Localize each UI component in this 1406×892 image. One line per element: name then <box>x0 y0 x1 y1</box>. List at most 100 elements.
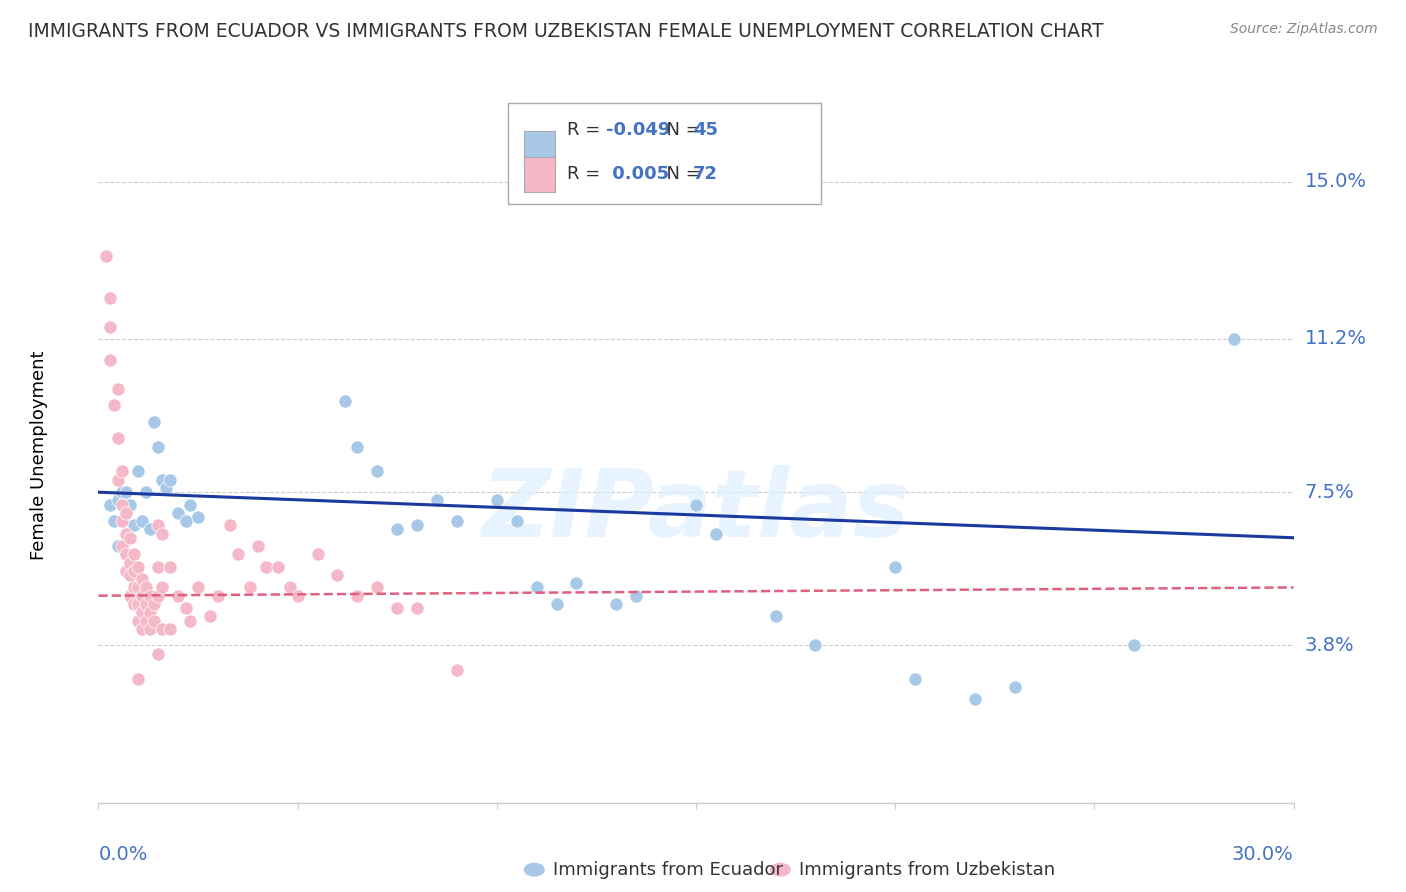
Point <box>485 493 508 508</box>
Text: R =: R = <box>567 121 606 139</box>
Point <box>139 523 162 537</box>
Point <box>98 498 122 512</box>
Point <box>139 589 162 603</box>
Text: Immigrants from Ecuador: Immigrants from Ecuador <box>553 861 783 879</box>
Point <box>120 568 142 582</box>
Point <box>96 249 118 263</box>
Point <box>135 485 157 500</box>
Point <box>187 581 209 595</box>
Point <box>143 614 166 628</box>
Point <box>120 589 142 603</box>
Point <box>239 581 262 595</box>
Point <box>115 564 138 578</box>
Text: N =: N = <box>655 121 707 139</box>
Point <box>127 597 149 611</box>
Point <box>506 514 529 528</box>
Point <box>406 518 429 533</box>
Point <box>406 601 429 615</box>
Point <box>135 581 157 595</box>
Point <box>115 506 138 520</box>
Text: Source: ZipAtlas.com: Source: ZipAtlas.com <box>1230 22 1378 37</box>
Point <box>307 547 329 561</box>
Point <box>254 559 277 574</box>
Point <box>804 639 827 653</box>
Point <box>159 622 181 636</box>
Text: 3.8%: 3.8% <box>1305 636 1354 655</box>
Point <box>111 465 134 479</box>
Point <box>127 581 149 595</box>
Point <box>131 514 153 528</box>
Point <box>107 431 129 445</box>
Point <box>150 581 173 595</box>
Point <box>98 291 122 305</box>
Point <box>120 556 142 570</box>
Point <box>120 531 142 545</box>
Point <box>426 493 449 508</box>
Point <box>103 398 125 412</box>
Text: ZIPatlas: ZIPatlas <box>482 465 910 557</box>
Point <box>385 601 409 615</box>
Point <box>107 493 129 508</box>
Point <box>120 498 142 512</box>
Point <box>150 473 173 487</box>
Point <box>124 581 146 595</box>
Point <box>267 559 290 574</box>
Point <box>287 589 309 603</box>
Point <box>246 539 269 553</box>
Point <box>179 614 201 628</box>
Point <box>884 559 907 574</box>
Point <box>526 581 548 595</box>
Point <box>107 473 129 487</box>
Point <box>115 526 138 541</box>
Text: -0.049: -0.049 <box>606 121 671 139</box>
Text: 15.0%: 15.0% <box>1305 172 1367 191</box>
Point <box>366 581 388 595</box>
Point <box>219 518 242 533</box>
Point <box>124 518 146 533</box>
Text: 7.5%: 7.5% <box>1305 483 1354 501</box>
Point <box>135 597 157 611</box>
Text: 30.0%: 30.0% <box>1232 845 1294 863</box>
Text: IMMIGRANTS FROM ECUADOR VS IMMIGRANTS FROM UZBEKISTAN FEMALE UNEMPLOYMENT CORREL: IMMIGRANTS FROM ECUADOR VS IMMIGRANTS FR… <box>28 22 1104 41</box>
Point <box>139 605 162 619</box>
Point <box>127 614 149 628</box>
Point <box>326 568 349 582</box>
Point <box>765 609 787 624</box>
Point <box>115 485 138 500</box>
Point <box>179 498 201 512</box>
Point <box>366 465 388 479</box>
Point <box>148 518 170 533</box>
Text: 11.2%: 11.2% <box>1305 329 1367 349</box>
Point <box>963 692 986 706</box>
Point <box>159 473 181 487</box>
Point <box>385 523 409 537</box>
Point <box>115 547 138 561</box>
Point <box>124 564 146 578</box>
Point <box>346 440 368 454</box>
Point <box>148 647 170 661</box>
Point <box>131 572 153 586</box>
Point <box>565 576 588 591</box>
Point <box>174 601 197 615</box>
Point <box>167 506 190 520</box>
Point <box>131 622 153 636</box>
Point <box>103 514 125 528</box>
Point <box>127 559 149 574</box>
Point <box>150 622 173 636</box>
Point <box>278 581 301 595</box>
Point <box>167 589 190 603</box>
Point <box>346 589 368 603</box>
Point <box>135 614 157 628</box>
Point <box>148 559 170 574</box>
Point <box>139 622 162 636</box>
Point <box>446 514 468 528</box>
Point <box>143 415 166 429</box>
Point <box>207 589 229 603</box>
Point <box>1123 639 1146 653</box>
Point <box>111 514 134 528</box>
Point <box>1004 680 1026 694</box>
Point <box>107 382 129 396</box>
Point <box>111 498 134 512</box>
Point <box>605 597 627 611</box>
Text: 45: 45 <box>693 121 718 139</box>
